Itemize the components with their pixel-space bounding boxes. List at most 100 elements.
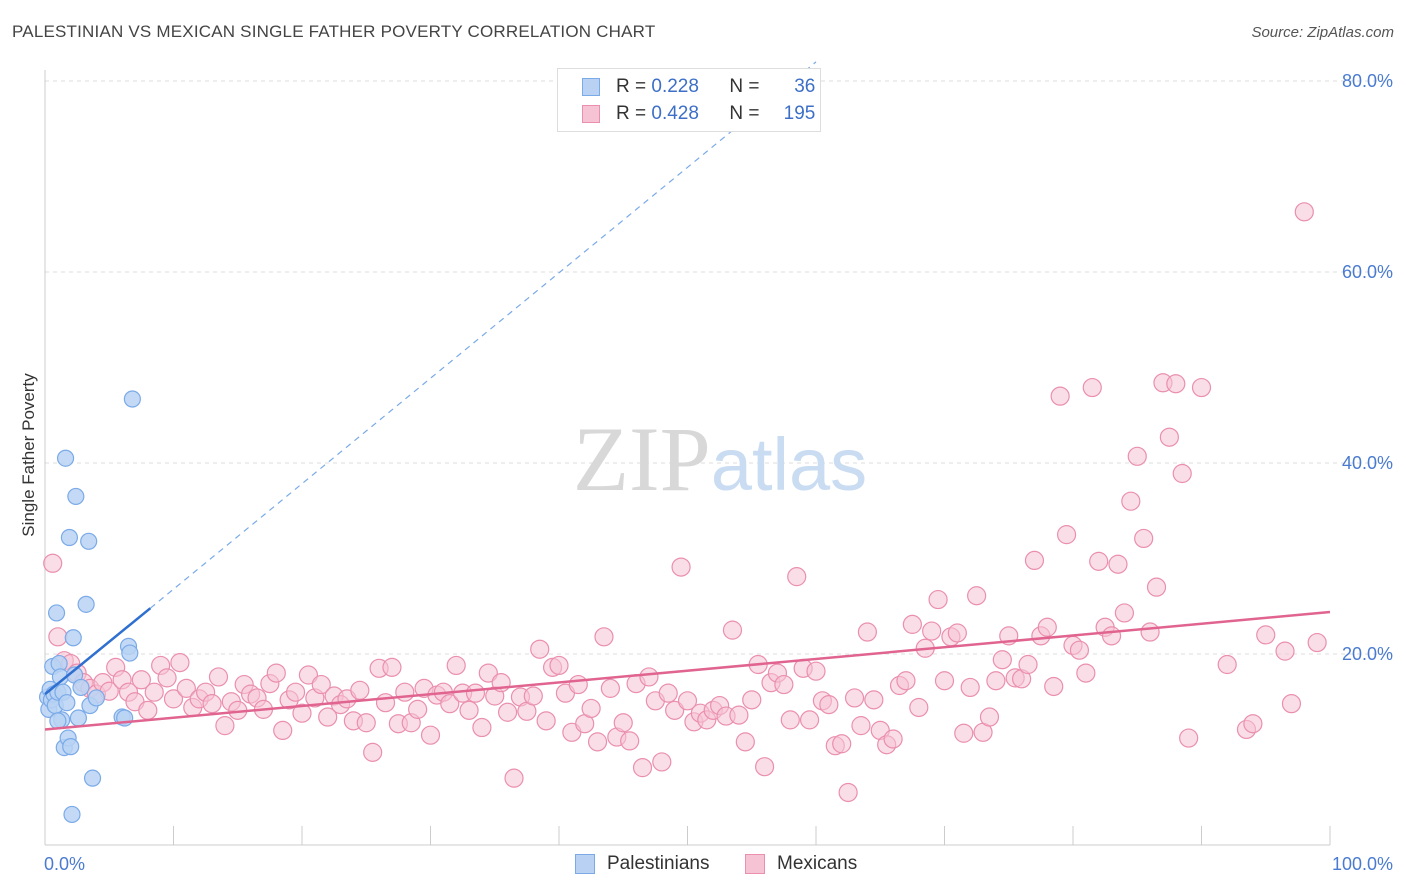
mexicans-point — [536, 711, 556, 731]
mexicans-point — [131, 670, 151, 690]
mexicans-point — [1056, 525, 1077, 545]
r-value: 0.228 — [651, 76, 699, 97]
palestinians-point — [67, 487, 85, 506]
mexicans-point — [896, 671, 916, 691]
mexicans-point — [1243, 714, 1263, 734]
mexicans-point — [677, 691, 698, 711]
mexicans-point — [819, 695, 839, 715]
mexicans-point — [1069, 640, 1090, 660]
mexicans-point — [1281, 694, 1302, 714]
mexicans-point — [1166, 374, 1186, 394]
mexicans-point — [1275, 641, 1295, 661]
mexicans-point — [363, 742, 383, 762]
palestinians-point — [63, 805, 81, 824]
mexicans-point — [446, 655, 466, 676]
palestinians-point — [80, 532, 98, 550]
palestinians-point — [87, 689, 106, 707]
mexicans-point — [530, 639, 550, 659]
mexicans-point — [1159, 427, 1179, 447]
palestinians-trend-extension — [149, 61, 817, 609]
mexicans-point — [318, 707, 338, 727]
palestinians-point — [58, 694, 76, 712]
mexicans-point — [292, 703, 312, 723]
axes — [44, 70, 1331, 846]
mexicans-point — [1114, 603, 1135, 623]
mexicans-point — [1089, 551, 1109, 571]
mexicans-point — [395, 682, 415, 702]
mexicans-point — [1108, 554, 1128, 574]
mexicans-legend-label: Mexicans — [777, 853, 858, 874]
series-legend-mexicans: Mexicans — [745, 852, 857, 876]
mexicans-point — [1172, 463, 1192, 484]
mexicans-point — [992, 650, 1012, 670]
mexicans-point — [382, 657, 402, 677]
mexicans-point — [266, 663, 286, 683]
mexicans-point — [600, 678, 621, 698]
mexicans-point — [568, 674, 588, 695]
mexicans-point — [375, 693, 396, 713]
n-label: N = — [729, 76, 760, 97]
mexicans-point — [48, 627, 68, 647]
mexicans-point — [1127, 446, 1147, 466]
palestinians-trend-line — [44, 607, 152, 696]
y-tick-label: 80.0% — [1342, 71, 1393, 91]
mexicans-point — [1307, 632, 1327, 653]
mexicans-point — [1121, 491, 1141, 511]
mexicans-point — [1217, 654, 1237, 675]
mexicans-point — [285, 682, 306, 702]
palestinians-point — [49, 712, 67, 730]
mexicans-point — [774, 674, 794, 695]
mexicans-point — [498, 702, 518, 722]
mexicans-point — [43, 553, 63, 573]
gridlines — [45, 80, 1392, 655]
mexicans-point — [922, 621, 942, 641]
mexicans-point — [311, 674, 331, 695]
mexicans-point — [581, 698, 601, 719]
mexicans-point — [799, 710, 820, 730]
mexicans-point — [1140, 622, 1160, 642]
x-tick-label-min: 0.0% — [44, 854, 85, 874]
mexicans-point — [1134, 528, 1154, 549]
r-value: 0.428 — [651, 103, 699, 124]
n-value: 195 — [783, 103, 816, 124]
mexicans-point — [1294, 202, 1314, 222]
r-label: R = — [616, 103, 647, 124]
mexicans-point — [883, 729, 903, 749]
mexicans-point — [144, 682, 164, 702]
mexicans-point — [934, 671, 955, 691]
mexicans-point — [273, 720, 293, 741]
mexicans-point — [954, 723, 974, 743]
mexicans-point — [163, 689, 184, 709]
tick-labels: 20.0% 40.0% 60.0% 80.0% 0.0% 100.0% — [44, 71, 1393, 874]
mexicans-point — [208, 667, 229, 687]
mexicans-point — [754, 757, 775, 777]
mexicans-point — [652, 752, 672, 772]
n-value: 36 — [794, 76, 816, 97]
mexicans-point — [620, 731, 640, 751]
mexicans-point — [909, 697, 929, 718]
mexicans-point — [523, 686, 543, 706]
legend-row-mexicans: R = 0.428 N = 195 — [582, 101, 815, 127]
mexicans-point — [157, 668, 177, 688]
mexicans-point — [202, 694, 222, 714]
mexicans-point — [1082, 377, 1102, 398]
mexicans-point — [1256, 625, 1276, 645]
mexicans-point — [465, 683, 486, 703]
mexicans-legend-swatch — [745, 854, 765, 874]
palestinians-point — [69, 709, 88, 727]
mexicans-swatch — [582, 105, 600, 123]
palestinians-point — [62, 738, 80, 756]
mexicans-point — [928, 589, 948, 610]
mexicans-point — [729, 705, 749, 725]
mexicans-point — [504, 768, 524, 788]
mexicans-point — [176, 678, 196, 698]
palestinians-point — [56, 449, 75, 467]
mexicans-point — [658, 683, 678, 703]
mexicans-point — [215, 716, 235, 736]
palestinians-legend-swatch — [575, 854, 595, 874]
y-tick-label: 60.0% — [1342, 262, 1393, 282]
mexicans-point — [1037, 617, 1057, 637]
data-points — [38, 202, 1327, 824]
y-tick-label: 20.0% — [1342, 644, 1393, 664]
r-label: R = — [616, 76, 647, 97]
